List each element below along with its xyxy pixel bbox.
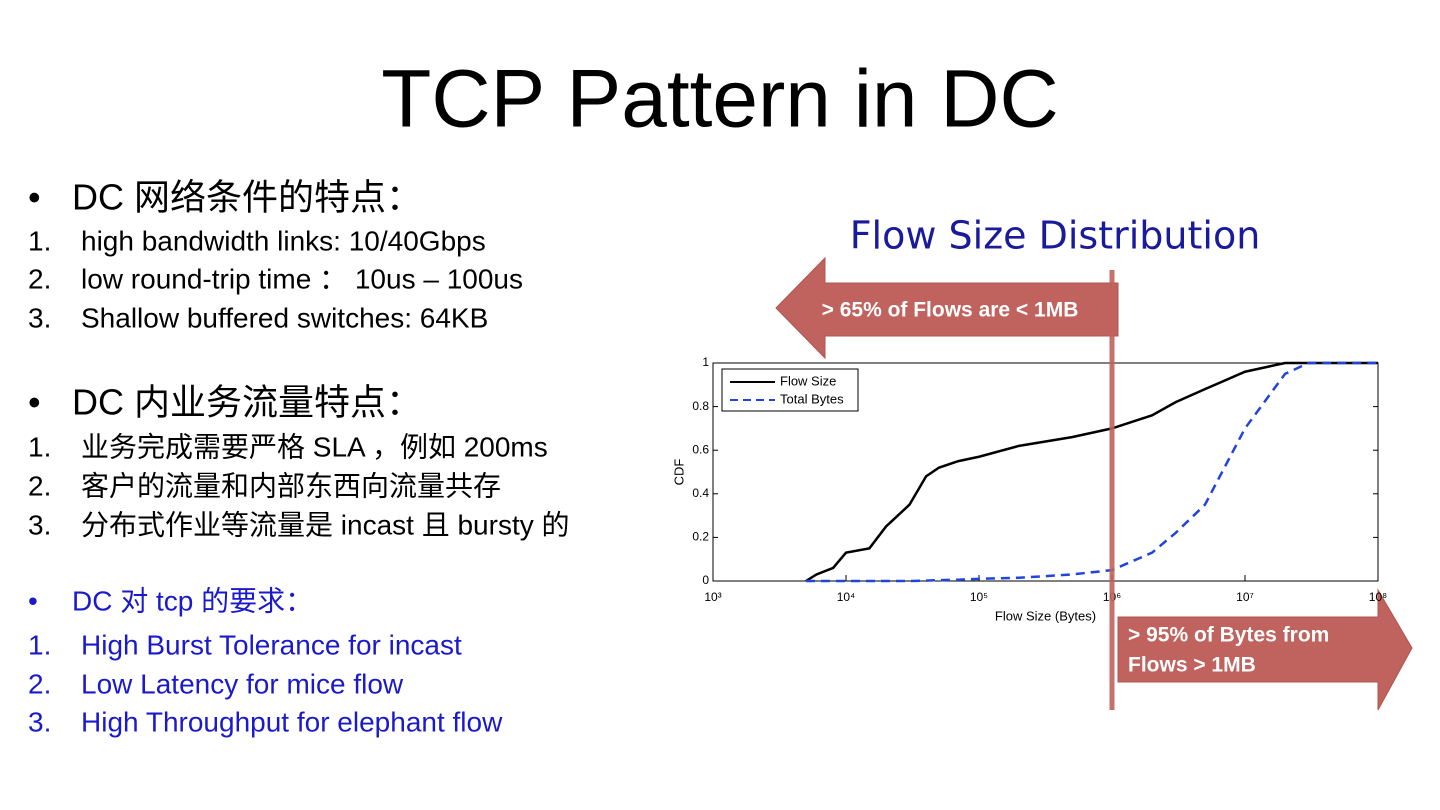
annotation: > 65% of Flows are < 1MB — [822, 299, 1079, 322]
left-arrow — [775, 256, 1119, 360]
item-number: 3. — [28, 302, 51, 333]
x-axis-label: Flow Size (Bytes) — [995, 608, 1096, 623]
y-tick-label: 0.6 — [692, 442, 709, 456]
legend-box — [721, 368, 859, 412]
item-number: 3. — [28, 706, 51, 737]
item-number: 1. — [28, 225, 51, 256]
bullet: • — [28, 177, 41, 218]
plot-frame — [712, 362, 1379, 582]
legend-label: Flow Size — [780, 373, 836, 388]
item-text: low round-trip time ： 10us – 100us — [81, 263, 523, 294]
item-text: Low Latency for mice flow — [81, 668, 404, 699]
item-text: High Throughput for elephant flow — [81, 706, 503, 737]
annotation: Flows > 1MB — [1128, 654, 1256, 677]
item-text: High Burst Tolerance for incast — [81, 629, 462, 660]
bullet: • — [28, 585, 38, 616]
y-tick-label: 0.8 — [692, 399, 709, 413]
x-tick-label: 10⁴ — [837, 590, 856, 604]
series-line — [805, 361, 1378, 583]
y-tick-label: 1 — [702, 355, 709, 369]
slide-title: TCP Pattern in DC — [381, 54, 1059, 145]
item-text: high bandwidth links: 10/40Gbps — [81, 225, 486, 256]
x-tick-label: 10⁷ — [1236, 590, 1254, 604]
item-number: 1. — [28, 629, 51, 660]
item-text: Shallow buffered switches: 64KB — [81, 302, 488, 333]
item-number: 1. — [28, 431, 51, 462]
section-heading: DC 网络条件的特点： — [72, 177, 422, 218]
item-text: 业务完成需要严格 SLA ，例如 200ms — [81, 431, 548, 462]
series-line — [805, 361, 1378, 583]
annotation: > 95% of Bytes from — [1128, 624, 1329, 647]
bullet: • — [28, 382, 41, 423]
y-tick-label: 0.4 — [692, 486, 709, 500]
x-tick-label: 10⁸ — [1369, 590, 1387, 604]
right-arrow — [1117, 588, 1413, 711]
item-text: 客户的流量和内部东西向流量共存 — [81, 470, 501, 501]
y-tick-label: 0 — [702, 573, 709, 587]
item-number: 2. — [28, 668, 51, 699]
item-text: 分布式作业等流量是 incast 且 bursty 的 — [81, 509, 570, 540]
item-number: 2. — [28, 470, 51, 501]
x-tick-label: 10³ — [704, 590, 721, 604]
section-heading: DC 内业务流量特点： — [72, 382, 422, 423]
section-heading: DC 对 tcp 的要求： — [72, 585, 313, 616]
item-number: 3. — [28, 509, 51, 540]
y-axis-label: CDF — [671, 459, 686, 486]
legend-label: Total Bytes — [780, 391, 844, 406]
item-number: 2. — [28, 263, 51, 294]
y-tick-label: 0.2 — [692, 530, 709, 544]
chart-title: Flow Size Distribution — [850, 214, 1261, 258]
x-tick-label: 10⁵ — [970, 590, 988, 604]
